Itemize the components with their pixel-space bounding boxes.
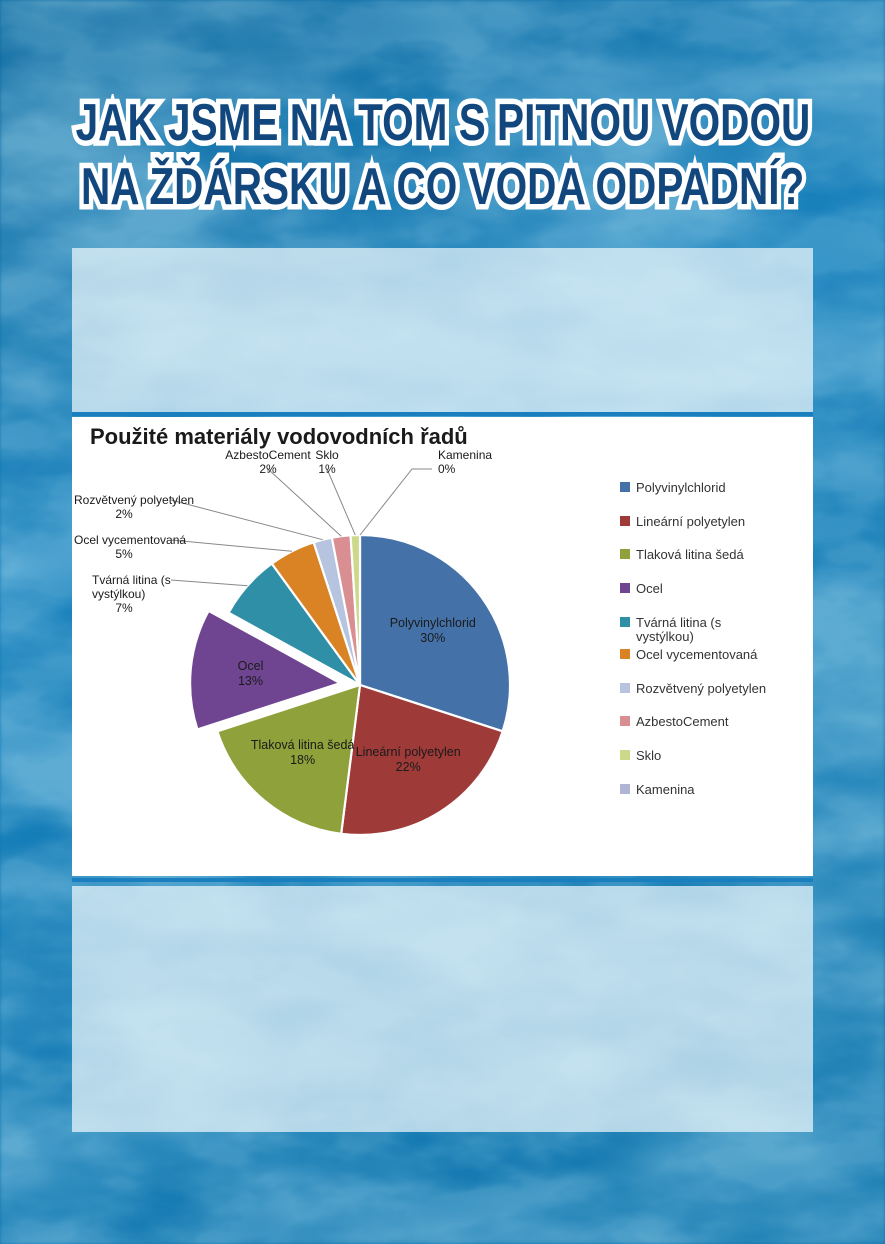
svg-text:vystýlkou): vystýlkou): [636, 629, 694, 644]
svg-text:Polyvinylchlorid: Polyvinylchlorid: [390, 616, 476, 630]
svg-text:Rozvětvený polyetylen: Rozvětvený polyetylen: [636, 681, 766, 696]
svg-text:Tvárná litina (s: Tvárná litina (s: [92, 573, 171, 587]
svg-text:AzbestoCement: AzbestoCement: [636, 714, 729, 729]
svg-text:Tlaková litina šedá: Tlaková litina šedá: [636, 547, 744, 562]
svg-text:vystýlkou): vystýlkou): [92, 587, 145, 601]
svg-text:7%: 7%: [115, 601, 133, 615]
svg-text:1%: 1%: [318, 462, 336, 476]
svg-text:30%: 30%: [420, 631, 445, 645]
svg-text:Ocel: Ocel: [636, 581, 663, 596]
svg-text:22%: 22%: [396, 760, 421, 774]
svg-text:Tvárná litina (s: Tvárná litina (s: [636, 615, 722, 630]
svg-text:Sklo: Sklo: [636, 748, 661, 763]
svg-text:5%: 5%: [115, 547, 133, 561]
svg-text:Kamenina: Kamenina: [636, 782, 695, 797]
svg-text:Ocel vycementovaná: Ocel vycementovaná: [74, 533, 186, 547]
svg-text:Lineární polyetylen: Lineární polyetylen: [636, 514, 745, 529]
svg-text:2%: 2%: [259, 462, 277, 476]
svg-text:Kamenina: Kamenina: [438, 448, 492, 462]
svg-text:18%: 18%: [290, 753, 315, 767]
svg-text:Lineární polyetylen: Lineární polyetylen: [356, 745, 461, 759]
svg-text:Použité materiály vodovodních: Použité materiály vodovodních řadů: [90, 424, 468, 449]
svg-text:0%: 0%: [438, 462, 456, 476]
svg-text:13%: 13%: [238, 674, 263, 688]
svg-text:Polyvinylchlorid: Polyvinylchlorid: [636, 480, 726, 495]
svg-text:Tlaková litina šedá: Tlaková litina šedá: [251, 738, 355, 752]
svg-text:AzbestoCement: AzbestoCement: [225, 448, 311, 462]
svg-text:Rozvětvený polyetylen: Rozvětvený polyetylen: [74, 493, 194, 507]
svg-text:Ocel: Ocel: [238, 659, 264, 673]
svg-text:2%: 2%: [115, 507, 133, 521]
svg-text:Ocel vycementovaná: Ocel vycementovaná: [636, 647, 758, 662]
svg-text:Sklo: Sklo: [315, 448, 339, 462]
